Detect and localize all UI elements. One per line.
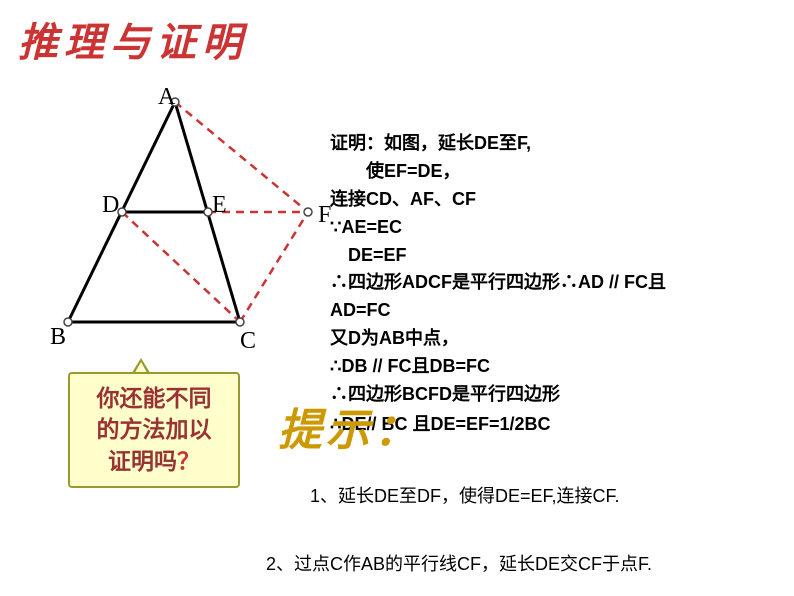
callout-text: 你还能不同 的方法加以 证明吗？ (97, 383, 212, 476)
slide-title: 推理与证明 (18, 10, 248, 68)
vertex-C (236, 318, 244, 326)
proof-block: 证明：如图，延长DE至F, 使EF=DE， 连接CD、AF、CF ∵AE=EC … (330, 130, 760, 439)
proof-line: 证明：如图，延长DE至F, (330, 130, 760, 158)
vertex-F (304, 208, 312, 216)
proof-line: DE=EF (330, 242, 760, 270)
proof-line: AD=FC (330, 297, 760, 325)
proof-line: 连接CD、AF、CF (330, 186, 760, 214)
callout-question-mark: ？ (177, 449, 200, 474)
vertex-E (204, 208, 212, 216)
hint-title: 提示： (278, 394, 422, 458)
vertex-label-A: A (158, 84, 175, 111)
vertex-label-D: D (102, 192, 119, 219)
vertex-label-C: C (240, 328, 256, 355)
hint-line-1: 1、延长DE至DF，使得DE=EF,连接CF. (310, 482, 620, 508)
proof-line: 使EF=DE， (330, 158, 760, 186)
callout-line: 的方法加以 (97, 417, 212, 442)
proof-line: ∵AE=EC (330, 214, 760, 242)
proof-line: 又D为AB中点， (330, 325, 760, 353)
edge-AF (175, 102, 308, 212)
callout-line: 证明吗 (108, 449, 177, 474)
hint-line-2: 2、过点C作AB的平行线CF，延长DE交CF于点F. (266, 550, 652, 576)
proof-line: ∴DB // FC且DB=FC (330, 353, 760, 381)
diagram-svg (40, 92, 340, 352)
geometry-diagram (40, 92, 340, 352)
question-callout: 你还能不同 的方法加以 证明吗？ (68, 372, 240, 488)
edge-CF (240, 212, 308, 322)
vertex-label-E: E (212, 192, 227, 219)
proof-line: ∴四边形ADCF是平行四边形∴AD // FC且 (330, 269, 760, 297)
vertex-label-B: B (50, 324, 66, 351)
callout-line: 你还能不同 (97, 386, 212, 411)
